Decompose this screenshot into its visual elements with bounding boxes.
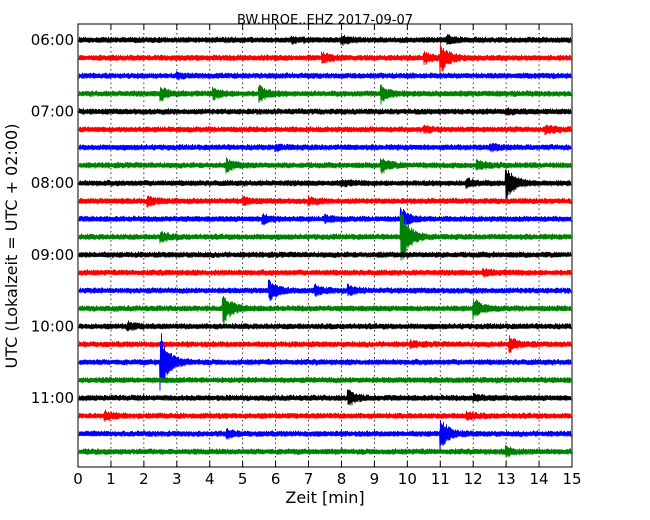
x-tick-label: 10: [398, 470, 417, 488]
x-tick-label: 6: [271, 470, 281, 488]
y-tick-label: 09:00: [31, 246, 74, 264]
trace-0715: [78, 124, 572, 136]
trace-0600: [78, 34, 572, 46]
plot-frame: [77, 23, 573, 468]
trace-1100: [78, 389, 572, 406]
trace-1045: [78, 376, 572, 384]
trace-1015: [78, 335, 572, 354]
x-tick-label: 3: [172, 470, 182, 488]
trace-0830: [78, 207, 572, 231]
y-axis-ticks: 06:00 07:00 08:00 09:00 10:00 11:00: [31, 31, 84, 407]
x-tick-label: 12: [464, 470, 483, 488]
y-tick-label: 11:00: [31, 389, 74, 407]
trace-0815: [78, 195, 572, 208]
x-axis-label: Zeit [min]: [285, 488, 364, 507]
x-tick-label: 2: [139, 470, 149, 488]
trace-0745: [78, 157, 572, 175]
x-tick-label: 7: [304, 470, 314, 488]
x-tick-label: 1: [106, 470, 116, 488]
y-tick-label: 07:00: [31, 103, 74, 121]
trace-0930: [78, 279, 572, 301]
x-tick-label: 8: [337, 470, 347, 488]
trace-0915: [78, 268, 572, 278]
trace-0900: [78, 251, 572, 259]
y-tick-label: 10:00: [31, 317, 74, 335]
x-tick-label: 14: [530, 470, 549, 488]
x-tick-label: 11: [431, 470, 450, 488]
trace-1130: [78, 420, 572, 450]
trace-0645: [78, 84, 572, 105]
y-axis-label: UTC (Lokalzeit = UTC + 02:00): [2, 124, 21, 369]
y-tick-label: 08:00: [31, 174, 74, 192]
x-tick-label: 4: [205, 470, 215, 488]
trace-1000: [78, 320, 572, 332]
x-axis-ticks: 0 1 2 3 4 5 6 7 8 9 10 11 12 13 14 15: [73, 24, 582, 488]
x-tick-label: 9: [370, 470, 380, 488]
trace-1145: [78, 444, 572, 458]
x-tick-label: 0: [73, 470, 83, 488]
trace-0800: [78, 169, 572, 202]
trace-0615: [78, 43, 572, 75]
trace-0945: [78, 295, 572, 325]
trace-0700: [78, 107, 572, 116]
trace-0630: [78, 71, 572, 81]
x-tick-label: 5: [238, 470, 248, 488]
x-tick-label: 15: [562, 470, 581, 488]
trace-1115: [78, 409, 572, 423]
trace-0845: [78, 209, 572, 261]
trace-0730: [78, 142, 572, 153]
chart-title: BW.HROE..EHZ 2017-09-07: [237, 13, 413, 28]
y-tick-label: 06:00: [31, 31, 74, 49]
seismic-traces: [78, 34, 572, 458]
x-tick-label: 13: [497, 470, 516, 488]
